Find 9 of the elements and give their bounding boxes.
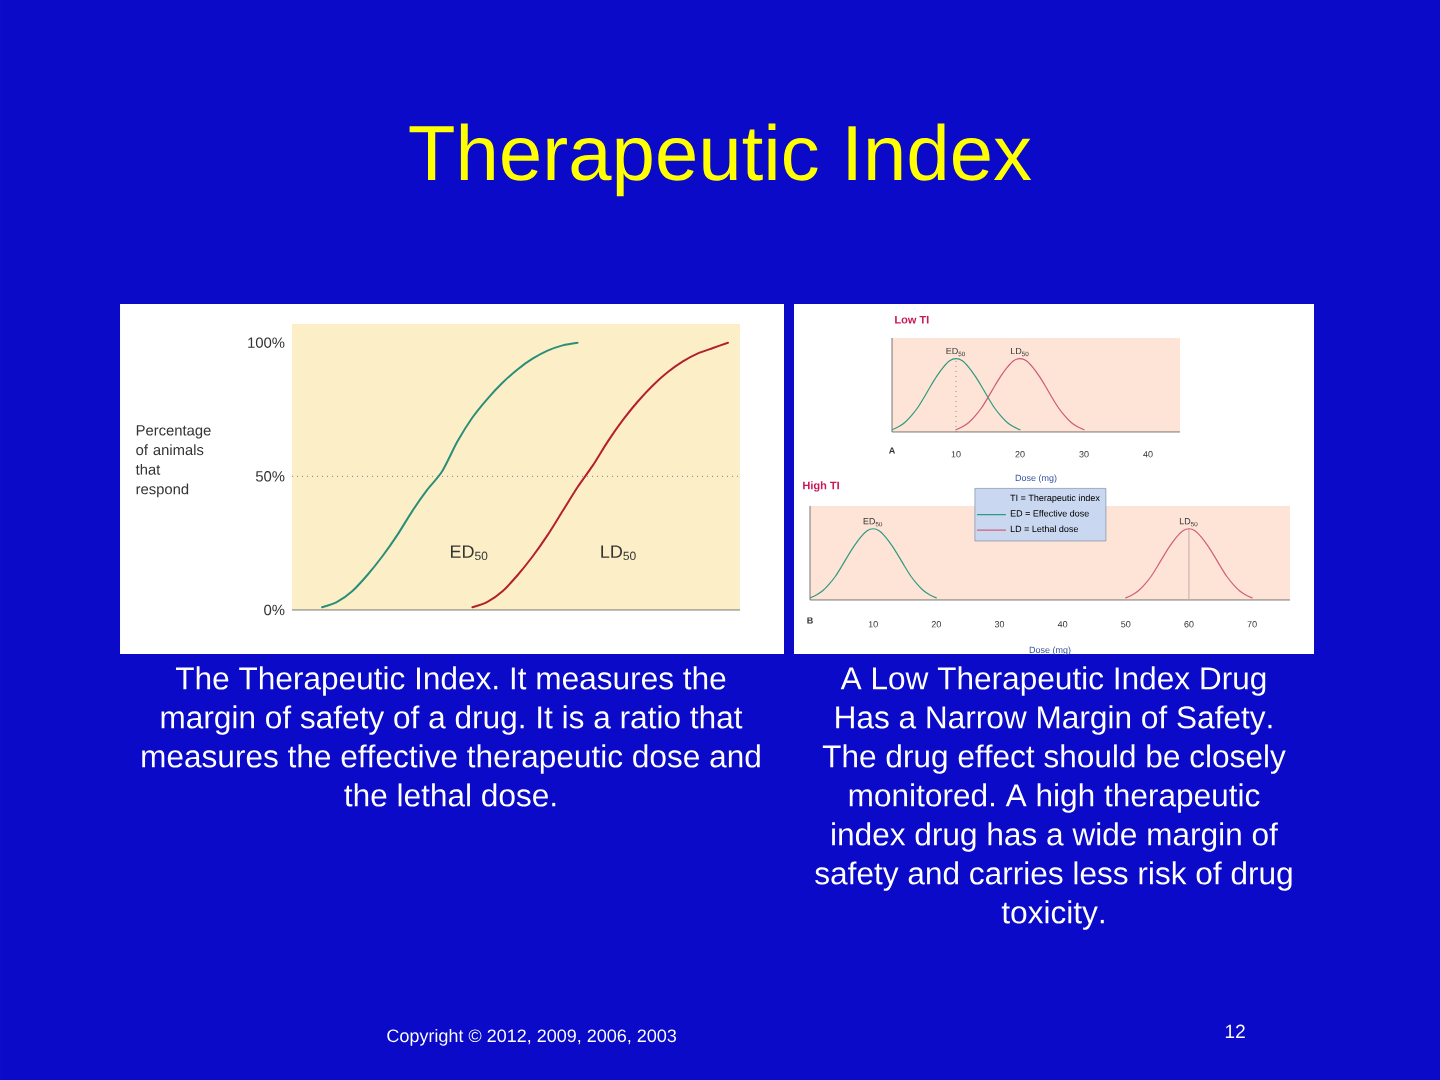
text: Therapeutic Index [409,123,1032,197]
text: The drug effect should be closely monitored. A high therapeutic index drug has a wide margin of safety and carries less risk of drug toxicity. [815,744,1292,930]
annotation: LD$_{50}$ [601,545,636,561]
text: The Therapeutic Index. It measures the margin of safety of a drug. It is a ratio that measures the effective therapeutic dose and the lethal dose. [142,666,760,807]
text: Copyright © 2012, 2009, 2006, 2003 [387,1028,677,1046]
line-series [321,341,579,609]
annotation: ED$_{50}$ [450,545,488,561]
text: 12 [1225,1024,1245,1038]
text: A Low Therapeutic Index Drug Has a Narrow Margin of Safety. [836,666,1272,735]
